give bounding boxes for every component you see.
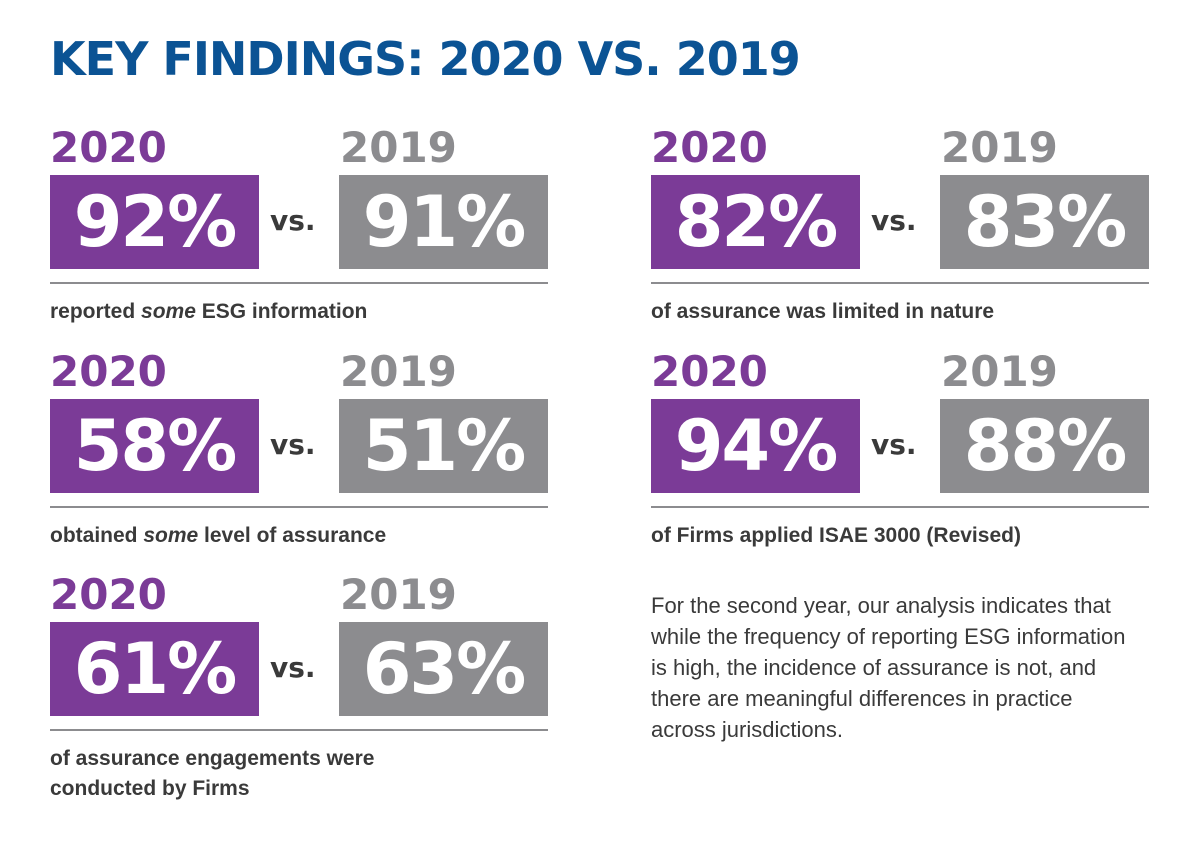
caption-emphasis: some (141, 300, 196, 323)
vs-label: vs. (270, 428, 316, 461)
finding-caption: of assurance was limited in nature (651, 300, 995, 323)
value-2019-box: 83% (940, 175, 1149, 269)
value-2020-box: 82% (651, 175, 860, 269)
finding-caption: of assurance engagements were conducted … (50, 747, 375, 800)
year-2020-label: 2020 (50, 570, 167, 619)
year-2019-label: 2019 (941, 347, 1058, 396)
year-2019-label: 2019 (340, 347, 457, 396)
year-2020-label: 2020 (50, 123, 167, 172)
vs-label: vs. (270, 651, 316, 684)
finding-limited-assurance: 2020 2019 82% vs. 83% of assurance was l… (651, 127, 1149, 327)
page-title: KEY FINDINGS: 2020 VS. 2019 (50, 32, 801, 86)
divider-rule (651, 282, 1149, 284)
year-2020-label: 2020 (651, 347, 768, 396)
year-2019-label: 2019 (340, 123, 457, 172)
divider-rule (50, 282, 548, 284)
value-2019-box: 51% (339, 399, 548, 493)
value-2020-box: 61% (50, 622, 259, 716)
vs-label: vs. (871, 428, 917, 461)
divider-rule (50, 506, 548, 508)
year-2020-label: 2020 (651, 123, 768, 172)
caption-emphasis: some (143, 524, 199, 547)
divider-rule (651, 506, 1149, 508)
year-2019-label: 2019 (340, 570, 457, 619)
finding-isae-3000: 2020 2019 94% vs. 88% of Firms applied I… (651, 351, 1149, 551)
finding-reported-esg: 2020 2019 92% vs. 91% reported some ESG … (50, 127, 548, 327)
value-2019-box: 63% (339, 622, 548, 716)
finding-caption: obtained some level of assurance (50, 524, 387, 547)
finding-caption: reported some ESG information (50, 300, 368, 323)
value-2020-box: 58% (50, 399, 259, 493)
finding-some-assurance: 2020 2019 58% vs. 51% obtained some leve… (50, 351, 548, 551)
divider-rule (50, 729, 548, 731)
value-2019-box: 88% (940, 399, 1149, 493)
value-2020-box: 92% (50, 175, 259, 269)
finding-firms-engagements: 2020 2019 61% vs. 63% of assurance engag… (50, 570, 548, 800)
vs-label: vs. (270, 204, 316, 237)
vs-label: vs. (871, 204, 917, 237)
year-2019-label: 2019 (941, 123, 1058, 172)
summary-paragraph: For the second year, our analysis indica… (651, 593, 1126, 742)
value-2020-box: 94% (651, 399, 860, 493)
finding-caption: of Firms applied ISAE 3000 (Revised) (651, 524, 1021, 547)
value-2019-box: 91% (339, 175, 548, 269)
year-2020-label: 2020 (50, 347, 167, 396)
